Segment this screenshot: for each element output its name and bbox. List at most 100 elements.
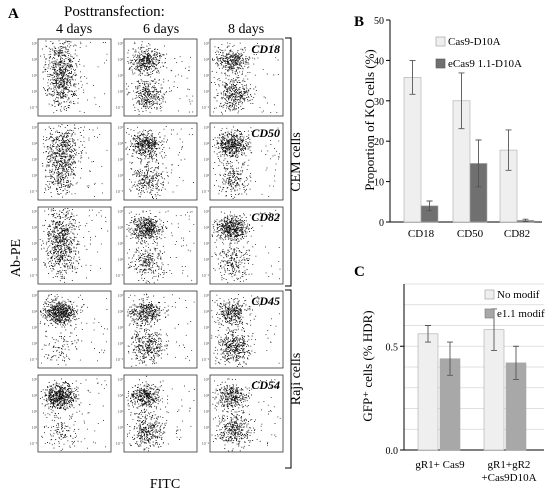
facs-plot-frame (209, 38, 284, 117)
facs-y-tick-label: 10³ (32, 325, 38, 330)
facs-y-tick-label: 10⁻² (116, 357, 124, 362)
facs-y-tick-label: 10³ (204, 409, 210, 414)
panel-b-y-axis-label: Proportion of KO cells (%) (362, 49, 377, 191)
facs-plot-frame (37, 290, 112, 369)
x-axis-label-fitc: FITC (150, 477, 180, 492)
panel-c-y-tick-label: 0.0 (386, 446, 399, 457)
panel-c-error-bar (447, 341, 453, 376)
panel-b-error-bar (426, 200, 433, 212)
facs-plot-cd18-col-3: 10⁵ 10⁴ 10³ 10² 10⁻² CD18 (202, 38, 284, 117)
panel-b-category-labels: CD18 CD50 CD82 (408, 228, 530, 240)
panel-b-error-bar (522, 218, 529, 223)
facs-y-tick-label: 10⁵ (204, 209, 210, 214)
facs-y-tick-label: 10³ (118, 241, 124, 246)
facs-y-tick-label: 10⁴ (118, 309, 124, 314)
facs-y-tick-label: 10⁵ (118, 209, 124, 214)
facs-events (127, 293, 195, 367)
facs-y-tick-label: 10⁻² (202, 441, 210, 446)
facs-y-tick-label: 10³ (32, 409, 38, 414)
facs-y-tick-label: 10³ (118, 157, 124, 162)
facs-y-tick-label: 10³ (204, 241, 210, 246)
panel-b-y-ticks: 0 10 20 30 40 50 (374, 16, 390, 229)
facs-plot-cd45-col-1: 10⁵ 10⁴ 10³ 10² 10⁻² (30, 290, 112, 369)
facs-y-tick-label: 10⁴ (204, 393, 210, 398)
legend-label-e1-1-modif: e1.1 modif (497, 308, 545, 320)
facs-y-tick-label: 10⁵ (118, 125, 124, 130)
facs-y-tick-label: 10⁻² (202, 273, 210, 278)
facs-events (211, 42, 279, 115)
facs-y-tick-label: 10⁵ (204, 293, 210, 298)
legend-label-ecas9-d10a: eCas9 1.1-D10A (448, 58, 522, 70)
panel-a: A Posttransfection: 4 days 6 days 8 days… (8, 4, 304, 492)
marker-label-cd18: CD18 (251, 42, 280, 56)
facs-y-tick-label: 10⁴ (204, 141, 210, 146)
panel-b-label: B (354, 14, 364, 30)
facs-plot-frame (37, 374, 112, 453)
marker-label-cd54: CD54 (251, 378, 280, 392)
facs-events (40, 378, 107, 452)
panel-b-y-tick-label: 10 (374, 178, 384, 189)
facs-y-tick-label: 10² (204, 425, 210, 430)
panel-c-label: C (354, 264, 365, 280)
facs-y-tick-label: 10⁵ (32, 377, 38, 382)
facs-y-tick-label: 10⁴ (118, 141, 124, 146)
cem-cells-label: CEM cells (289, 132, 304, 192)
facs-plot-cd50-col-2: 10⁵ 10⁴ 10³ 10² 10⁻² (116, 122, 198, 201)
facs-y-tick-label: 10³ (204, 157, 210, 162)
facs-y-tick-label: 10⁵ (204, 377, 210, 382)
panel-c-bar-group-1-no-modif (417, 333, 439, 451)
panel-b-category-label-cd82: CD82 (504, 228, 530, 240)
facs-plot-cd54-col-2: 10⁵ 10⁴ 10³ 10² 10⁻² (116, 374, 198, 453)
facs-y-tick-label: 10² (204, 257, 210, 262)
panel-b-bars (403, 59, 535, 223)
panel-c-y-axis-label: GFP⁺ cells (% HDR) (360, 310, 375, 421)
time-label-6-days: 6 days (143, 22, 179, 37)
panel-c-y-ticks: 0.0 0.5 (386, 342, 404, 457)
facs-y-tick-label: 10² (32, 89, 38, 94)
legend-swatch-no-modif (484, 289, 495, 300)
facs-y-tick-label: 10⁵ (32, 41, 38, 46)
panel-b-legend: Cas9-D10A eCas9 1.1-D10A (435, 36, 522, 70)
facs-y-tick-label: 10⁻² (30, 273, 38, 278)
legend-label-no-modif: No modif (497, 289, 540, 301)
panel-b-error-bar (475, 139, 482, 188)
facs-y-tick-label: 10⁵ (204, 125, 210, 130)
panel-b-category-label-cd50: CD50 (457, 228, 484, 240)
panel-c-error-bar (425, 325, 431, 343)
facs-plot-cd50-col-1: 10⁵ 10⁴ 10³ 10² 10⁻² (30, 122, 112, 201)
legend-label-cas9-d10a: Cas9-D10A (448, 36, 501, 48)
panel-c-category-label-2: gR1+gR2 +Cas9D10A (481, 459, 536, 484)
cem-cells-bracket (285, 37, 292, 287)
time-label-8-days: 8 days (228, 22, 264, 37)
facs-y-tick-label: 10² (32, 257, 38, 262)
facs-plot-cd50-col-3: 10⁵ 10⁴ 10³ 10² 10⁻² CD50 (202, 122, 284, 201)
facs-plot-cd82-col-1: 10⁵ 10⁴ 10³ 10² 10⁻² (30, 206, 112, 285)
panel-b-category-label-cd18: CD18 (408, 228, 435, 240)
facs-y-tick-label: 10⁴ (204, 225, 210, 230)
facs-y-tick-label: 10⁻² (116, 441, 124, 446)
panel-b: B Proportion of KO cells (%) 0 10 20 30 40 50… (354, 14, 542, 240)
panel-c: C GFP⁺ cells (% HDR) 0.0 0.5 gR1+ Cas9 gR… (354, 264, 545, 484)
facs-y-tick-label: 10⁻² (30, 441, 38, 446)
facs-y-tick-label: 10² (118, 341, 124, 346)
facs-y-tick-label: 10⁻² (30, 105, 38, 110)
facs-events (42, 124, 108, 198)
panel-b-y-tick-label: 50 (374, 16, 384, 27)
facs-y-tick-label: 10² (204, 173, 210, 178)
facs-plot-cd18-col-2: 10⁵ 10⁴ 10³ 10² 10⁻² (116, 38, 198, 117)
legend-swatch-cas9-d10a (435, 36, 446, 47)
facs-plot-grid: 10⁵10⁴10³10²10⁻²10⁵10⁴10³10²10⁻²10⁵10⁴10… (30, 38, 284, 453)
panel-b-y-tick-label: 30 (374, 97, 384, 108)
marker-label-cd82: CD82 (251, 210, 280, 224)
facs-y-tick-label: 10⁵ (32, 293, 38, 298)
facs-y-tick-label: 10⁴ (32, 57, 38, 62)
legend-swatch-e1-1-modif (484, 308, 495, 319)
panel-b-y-tick-label: 0 (379, 218, 384, 229)
panel-b-error-bar (409, 59, 416, 95)
facs-plot-cd54-col-1: 10⁵ 10⁴ 10³ 10² 10⁻² (30, 374, 112, 453)
facs-y-tick-label: 10⁻² (30, 189, 38, 194)
facs-y-tick-label: 10⁻² (202, 105, 210, 110)
facs-y-tick-label: 10² (118, 257, 124, 262)
facs-y-tick-label: 10² (204, 341, 210, 346)
